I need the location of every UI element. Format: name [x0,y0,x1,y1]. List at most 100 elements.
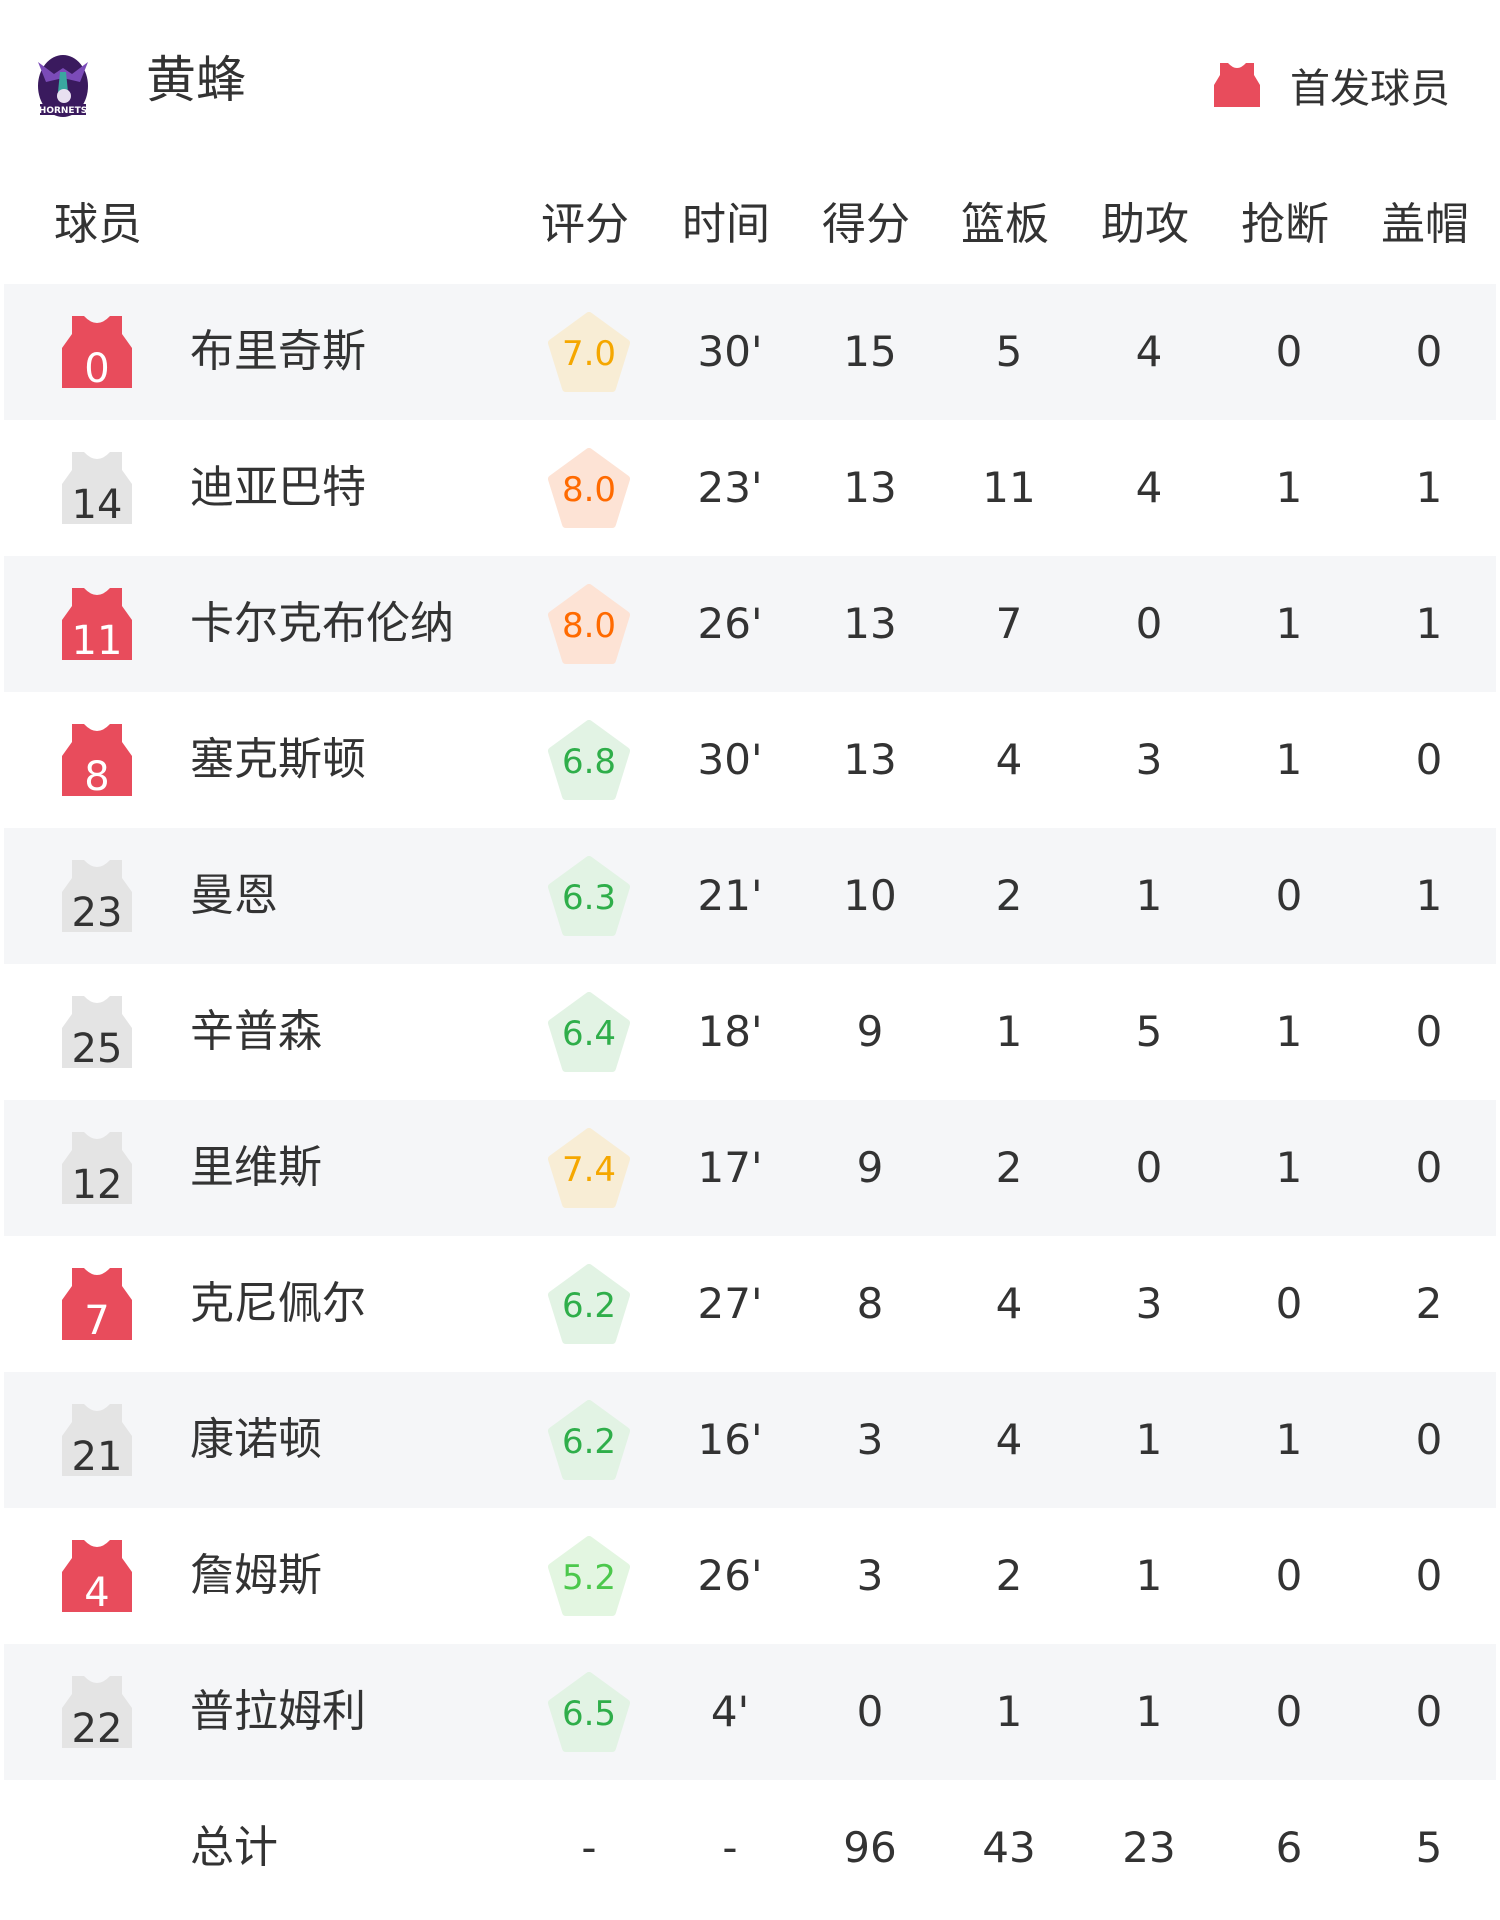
rating-badge: 7.4 [548,1128,630,1208]
col-steals[interactable]: 抢断 [1241,199,1329,250]
stat-blocks: 0 [1415,1687,1443,1736]
jersey-number: 14 [72,482,123,526]
stat-time: 26' [697,599,763,648]
player-row[interactable]: 11 卡尔克布伦纳 8.0 26' 13 7 0 1 1 [4,556,1496,692]
player-name[interactable]: 里维斯 [190,1142,322,1193]
rating-value: 6.2 [561,1286,617,1326]
stat-time: 30' [697,327,763,376]
rating-badge: 6.8 [548,720,630,800]
jersey-icon: 14 [62,452,132,526]
stat-rebounds: 2 [995,1551,1023,1600]
stat-rebounds: 2 [995,871,1023,920]
jersey-icon: 23 [62,860,132,934]
player-row[interactable]: 21 康诺顿 6.2 16' 3 4 1 1 0 [4,1372,1496,1508]
stat-time: 18' [697,1007,763,1056]
stat-time: 16' [697,1415,763,1464]
player-name[interactable]: 普拉姆利 [190,1686,366,1737]
stat-points: 8 [856,1279,884,1328]
stat-points: 9 [856,1007,884,1056]
col-points[interactable]: 得分 [822,199,910,250]
stat-steals: 0 [1275,1687,1303,1736]
stat-blocks: 1 [1415,463,1443,512]
stat-points: 13 [843,463,897,512]
stat-blocks: 0 [1415,327,1443,376]
stat-rebounds: 11 [982,463,1036,512]
starter-legend: 首发球员 [1214,56,1450,114]
rating-value: 6.8 [561,742,617,782]
stat-assists: 1 [1135,1551,1163,1600]
player-name[interactable]: 克尼佩尔 [190,1278,366,1329]
stat-assists: 3 [1135,735,1163,784]
player-row[interactable]: 23 曼恩 6.3 21' 10 2 1 0 1 [4,828,1496,964]
stat-steals: 1 [1275,1143,1303,1192]
rating-badge: 8.0 [548,584,630,664]
col-rating[interactable]: 评分 [541,199,629,250]
col-assists[interactable]: 助攻 [1101,199,1189,250]
stat-time: 26' [697,1551,763,1600]
stat-steals: 1 [1275,1007,1303,1056]
rating-badge: 6.4 [548,992,630,1072]
player-name[interactable]: 曼恩 [190,870,278,921]
player-row[interactable]: 14 迪亚巴特 8.0 23' 13 11 4 1 1 [4,420,1496,556]
stat-time: 23' [697,463,763,512]
total-points: 96 [843,1823,897,1872]
jersey-number: 23 [72,890,123,934]
rating-value: 6.4 [561,1014,617,1054]
rating-badge: 8.0 [548,448,630,528]
stat-assists: 4 [1135,327,1163,376]
rating-badge: 6.5 [548,1672,630,1752]
player-name[interactable]: 布里奇斯 [190,326,366,377]
stat-steals: 0 [1275,327,1303,376]
stat-blocks: 2 [1415,1279,1443,1328]
player-row[interactable]: 8 塞克斯顿 6.8 30' 13 4 3 1 0 [4,692,1496,828]
player-row[interactable]: 4 詹姆斯 5.2 26' 3 2 1 0 0 [4,1508,1496,1644]
stat-blocks: 0 [1415,1551,1443,1600]
rating-badge: 6.3 [548,856,630,936]
stat-assists: 3 [1135,1279,1163,1328]
stat-points: 3 [856,1415,884,1464]
col-blocks[interactable]: 盖帽 [1381,199,1469,250]
player-name[interactable]: 塞克斯顿 [190,734,366,785]
player-row[interactable]: 12 里维斯 7.4 17' 9 2 0 1 0 [4,1100,1496,1236]
stat-steals: 1 [1275,1415,1303,1464]
rating-value: 6.3 [561,878,617,918]
stat-time: 21' [697,871,763,920]
stat-assists: 5 [1135,1007,1163,1056]
jersey-icon: 12 [62,1132,132,1206]
jersey-number: 8 [84,754,109,798]
stat-blocks: 1 [1415,599,1443,648]
player-name[interactable]: 詹姆斯 [190,1550,322,1601]
stat-rebounds: 4 [995,735,1023,784]
player-row[interactable]: 25 辛普森 6.4 18' 9 1 5 1 0 [4,964,1496,1100]
jersey-icon: 25 [62,996,132,1070]
player-name[interactable]: 迪亚巴特 [190,462,366,513]
rating-value: 7.4 [561,1150,617,1190]
stat-time: 30' [697,735,763,784]
stat-rebounds: 4 [995,1279,1023,1328]
stat-rebounds: 1 [995,1007,1023,1056]
stat-blocks: 1 [1415,871,1443,920]
player-name[interactable]: 康诺顿 [190,1414,322,1465]
stat-steals: 0 [1275,1279,1303,1328]
jersey-icon: 8 [62,724,132,798]
player-row[interactable]: 7 克尼佩尔 6.2 27' 8 4 3 0 2 [4,1236,1496,1372]
stat-rebounds: 1 [995,1687,1023,1736]
player-row[interactable]: 0 布里奇斯 7.0 30' 15 5 4 0 0 [4,284,1496,420]
player-name[interactable]: 卡尔克布伦纳 [190,598,454,649]
stat-assists: 1 [1135,1687,1163,1736]
jersey-icon: 22 [62,1676,132,1750]
rating-badge: 5.2 [548,1536,630,1616]
team-header: HORNETS 黄蜂 首发球员 [0,0,1500,160]
col-time[interactable]: 时间 [682,199,770,250]
player-row[interactable]: 22 普拉姆利 6.5 4' 0 1 1 0 0 [4,1644,1496,1780]
stat-steals: 1 [1275,735,1303,784]
svg-text:HORNETS: HORNETS [39,106,87,116]
jersey-number: 22 [72,1706,123,1750]
stat-points: 3 [856,1551,884,1600]
player-name[interactable]: 辛普森 [190,1006,322,1057]
stat-points: 13 [843,735,897,784]
col-rebounds[interactable]: 篮板 [961,199,1049,250]
stat-assists: 1 [1135,871,1163,920]
rating-value: 8.0 [561,606,617,646]
stat-points: 10 [843,871,897,920]
